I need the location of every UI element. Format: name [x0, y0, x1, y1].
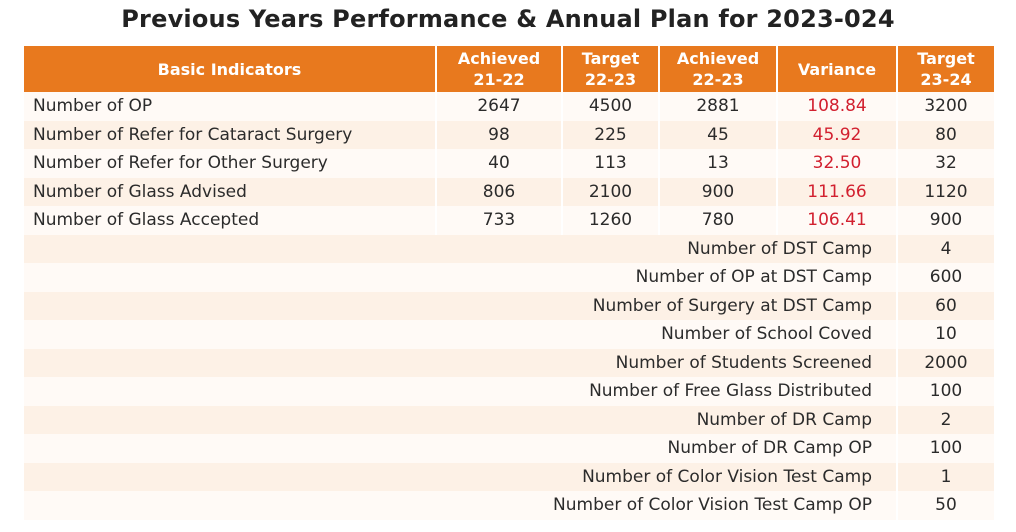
cell-achieved-21-22: 40	[435, 149, 562, 178]
plan-row: Number of DR Camp 2	[24, 405, 994, 434]
table-row: Number of OP 2647 4500 2881 108.84 3200	[24, 92, 994, 121]
cell-achieved-21-22: 806	[435, 177, 562, 206]
row-label: Number of Refer for Other Surgery	[24, 149, 436, 178]
performance-table: Basic Indicators Achieved 21-22 Target 22-…	[24, 46, 994, 520]
cell-achieved-22-23: 45	[658, 120, 777, 149]
plan-row: Number of School Coved 10	[24, 320, 994, 349]
cell-achieved-21-22: 2647	[435, 92, 562, 121]
row-label: Number of Refer for Cataract Surgery	[24, 120, 436, 149]
plan-row: Number of DST Camp 4	[24, 234, 994, 263]
cell-variance: 32.50	[776, 149, 897, 178]
plan-row: Number of Free Glass Distributed 100	[24, 377, 994, 406]
cell-achieved-22-23: 900	[658, 177, 777, 206]
header-line: Target	[917, 49, 975, 68]
header-variance: Variance	[776, 46, 897, 92]
table-row: Number of Refer for Cataract Surgery 98 …	[24, 120, 994, 149]
header-achieved-21-22: Achieved 21-22	[435, 46, 562, 92]
cell-target-23-24: 100	[896, 434, 994, 463]
plan-row-label: Number of DST Camp	[24, 234, 897, 263]
cell-target-22-23: 2100	[561, 177, 659, 206]
header-row: Basic Indicators Achieved 21-22 Target 22-…	[24, 46, 994, 92]
plan-row: Number of Color Vision Test Camp OP 50	[24, 491, 994, 520]
header-achieved-22-23: Achieved 22-23	[658, 46, 777, 92]
header-line: 23-24	[920, 70, 972, 89]
table-row: Number of Refer for Other Surgery 40 113…	[24, 149, 994, 178]
cell-target-23-24: 1120	[896, 177, 994, 206]
plan-row-label: Number of OP at DST Camp	[24, 263, 897, 292]
header-line: Achieved	[457, 49, 541, 68]
cell-target-23-24: 80	[896, 120, 994, 149]
plan-row-label: Number of DR Camp OP	[24, 434, 897, 463]
cell-target-23-24: 900	[896, 206, 994, 235]
cell-target-23-24: 1	[896, 462, 994, 491]
header-line: Target	[581, 49, 640, 68]
table-row: Number of Glass Advised 806 2100 900 111…	[24, 177, 994, 206]
plan-row-label: Number of Students Screened	[24, 348, 897, 377]
cell-achieved-22-23: 780	[658, 206, 777, 235]
cell-achieved-21-22: 733	[435, 206, 562, 235]
cell-achieved-21-22: 98	[435, 120, 562, 149]
cell-target-22-23: 225	[561, 120, 659, 149]
plan-row-label: Number of Color Vision Test Camp OP	[24, 491, 897, 520]
header-line: 22-23	[584, 70, 637, 89]
cell-target-23-24: 2000	[896, 348, 994, 377]
header-basic-indicators: Basic Indicators	[24, 46, 436, 92]
cell-target-23-24: 32	[896, 149, 994, 178]
cell-target-22-23: 113	[561, 149, 659, 178]
plan-row: Number of OP at DST Camp 600	[24, 263, 994, 292]
header-line: 21-22	[473, 70, 525, 89]
cell-target-23-24: 4	[896, 234, 994, 263]
row-label: Number of OP	[24, 92, 436, 121]
cell-achieved-22-23: 13	[658, 149, 777, 178]
cell-target-23-24: 10	[896, 320, 994, 349]
plan-row-label: Number of School Coved	[24, 320, 897, 349]
cell-target-23-24: 2	[896, 405, 994, 434]
table-row: Number of Glass Accepted 733 1260 780 10…	[24, 206, 994, 235]
cell-target-23-24: 50	[896, 491, 994, 520]
page-title: Previous Years Performance & Annual Plan…	[121, 5, 895, 33]
cell-variance: 108.84	[776, 92, 897, 121]
row-label: Number of Glass Advised	[24, 177, 436, 206]
plan-row: Number of Surgery at DST Camp 60	[24, 291, 994, 320]
cell-variance: 45.92	[776, 120, 897, 149]
header-target-23-24: Target 23-24	[896, 46, 994, 92]
header-line: Achieved	[676, 49, 760, 68]
row-label: Number of Glass Accepted	[24, 206, 436, 235]
plan-row-label: Number of DR Camp	[24, 405, 897, 434]
plan-row-label: Number of Free Glass Distributed	[24, 377, 897, 406]
cell-target-23-24: 3200	[896, 92, 994, 121]
plan-row: Number of DR Camp OP 100	[24, 434, 994, 463]
plan-row-label: Number of Surgery at DST Camp	[24, 291, 897, 320]
header-target-22-23: Target 22-23	[561, 46, 659, 92]
cell-target-23-24: 600	[896, 263, 994, 292]
header-line: 22-23	[692, 70, 744, 89]
cell-target-22-23: 1260	[561, 206, 659, 235]
plan-row: Number of Color Vision Test Camp 1	[24, 462, 994, 491]
cell-variance: 106.41	[776, 206, 897, 235]
plan-row-label: Number of Color Vision Test Camp	[24, 462, 897, 491]
cell-variance: 111.66	[776, 177, 897, 206]
cell-target-23-24: 100	[896, 377, 994, 406]
cell-target-23-24: 60	[896, 291, 994, 320]
cell-target-22-23: 4500	[561, 92, 659, 121]
plan-row: Number of Students Screened 2000	[24, 348, 994, 377]
cell-achieved-22-23: 2881	[658, 92, 777, 121]
